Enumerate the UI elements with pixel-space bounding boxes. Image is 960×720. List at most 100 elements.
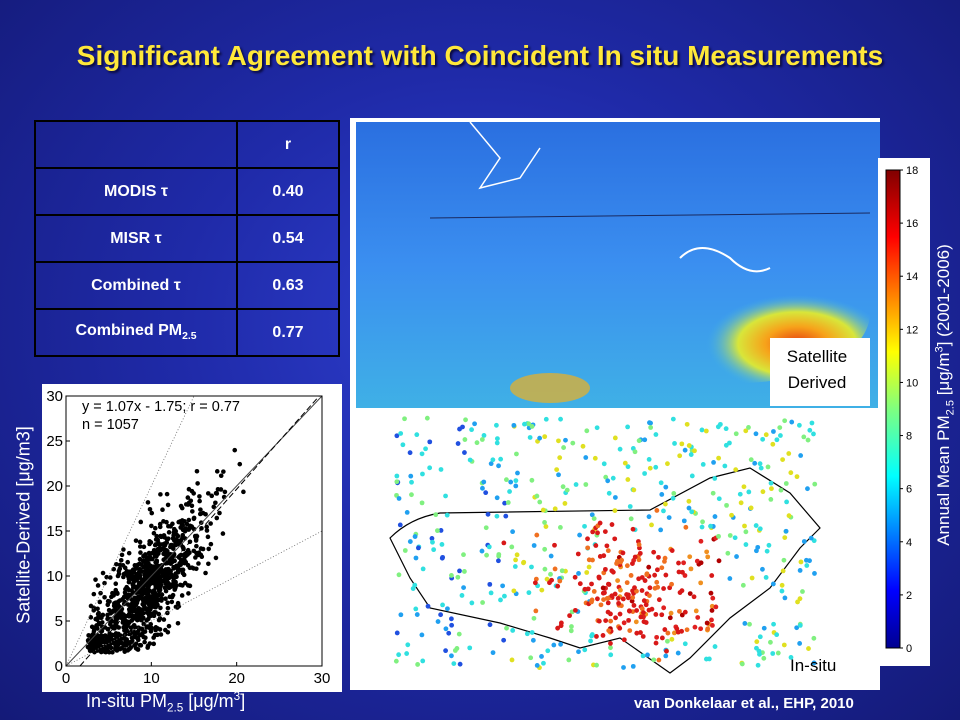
monitor-site [634, 608, 640, 613]
scatter-point [215, 487, 221, 492]
monitor-site [531, 543, 537, 548]
monitor-site [656, 657, 662, 663]
monitor-site [658, 527, 664, 533]
monitor-site [606, 581, 611, 587]
monitor-site [620, 596, 626, 602]
monitor-site [746, 425, 751, 430]
monitor-site [423, 446, 428, 452]
monitor-site [576, 649, 581, 655]
scatter-point [105, 602, 111, 608]
monitor-site [474, 440, 480, 446]
monitor-site [709, 603, 715, 609]
scatter-point [153, 559, 158, 565]
monitor-site [613, 615, 618, 621]
colorbar-tick-label: 0 [906, 643, 912, 655]
monitor-site [438, 467, 444, 472]
monitor-site [602, 590, 607, 596]
monitor-site [396, 572, 402, 578]
scatter-point [165, 600, 170, 606]
monitor-site [483, 490, 489, 496]
scatter-point [104, 574, 109, 580]
monitor-site [698, 580, 704, 586]
scatter-point [163, 596, 168, 602]
scatter-point [128, 602, 134, 608]
monitor-site [488, 590, 494, 596]
scatter-point [115, 635, 120, 641]
scatter-y-label: Satellite-Derived [μg/m3] [13, 426, 34, 624]
monitor-site [675, 650, 681, 656]
monitor-site [410, 586, 416, 591]
scatter-point [173, 537, 179, 542]
monitor-site [558, 620, 564, 626]
monitor-site [567, 613, 572, 619]
us-outline [389, 467, 821, 674]
scatter-point [156, 540, 161, 546]
scatter-point [111, 566, 117, 572]
scatter-point [137, 642, 143, 648]
scatter-point [213, 555, 219, 561]
monitor-site [603, 618, 609, 624]
monitor-site [698, 538, 704, 544]
monitor-site [562, 501, 568, 506]
monitor-site [514, 451, 519, 457]
scatter-point [179, 567, 184, 573]
scatter-axes: 0 10 20 30 0 5 10 15 20 25 30 [46, 388, 330, 687]
monitor-site [651, 549, 657, 555]
monitor-site [448, 616, 454, 622]
monitor-site [741, 484, 747, 490]
monitor-site [633, 619, 639, 625]
monitor-site [688, 566, 694, 572]
monitor-site [419, 451, 425, 457]
monitor-site [781, 557, 787, 563]
monitor-site [699, 427, 705, 433]
monitor-site [616, 600, 621, 606]
monitor-site [494, 440, 500, 446]
monitor-site [494, 436, 500, 441]
monitor-site [564, 487, 570, 493]
monitor-site [661, 508, 666, 514]
scatter-point [197, 511, 203, 517]
monitor-site [526, 590, 532, 596]
scatter-point [164, 519, 169, 525]
monitor-site [394, 433, 400, 439]
monitor-site [438, 528, 444, 533]
monitor-site [582, 647, 588, 653]
monitor-site [757, 461, 763, 467]
monitor-site [638, 630, 643, 635]
monitor-site [811, 660, 817, 666]
colorbar-label-unit: [μg/m [934, 352, 954, 401]
monitor-site [405, 642, 411, 648]
scatter-point [104, 639, 110, 645]
scatter-point [189, 565, 195, 570]
scatter-point [152, 609, 157, 615]
table-row: Combined PM2.5 0.77 [34, 308, 340, 357]
monitor-site [504, 477, 509, 483]
monitor-site [608, 618, 614, 624]
x-tick-label: 10 [143, 670, 160, 687]
monitor-site [700, 519, 705, 525]
monitor-site [528, 655, 534, 661]
monitor-site [526, 421, 532, 427]
monitor-site [496, 558, 501, 564]
monitor-site [807, 427, 813, 433]
monitor-site [768, 639, 773, 645]
monitor-site [433, 512, 439, 518]
scatter-point [158, 546, 164, 552]
monitor-site [561, 445, 567, 450]
scatter-point [194, 468, 200, 474]
monitor-site [407, 539, 413, 544]
table-header-cell [34, 120, 238, 169]
scatter-point [208, 521, 213, 526]
scatter-point [205, 491, 211, 496]
scatter-point [93, 577, 98, 582]
scatter-point [147, 541, 152, 547]
monitor-site [630, 595, 636, 600]
monitor-site [798, 453, 804, 458]
monitor-site [761, 625, 767, 631]
scatter-point [91, 591, 97, 597]
monitor-site [532, 580, 538, 586]
monitor-site [585, 545, 591, 551]
monitor-site [427, 465, 433, 471]
monitor-site [602, 529, 608, 535]
count-annotation: n = 1057 [82, 417, 139, 433]
